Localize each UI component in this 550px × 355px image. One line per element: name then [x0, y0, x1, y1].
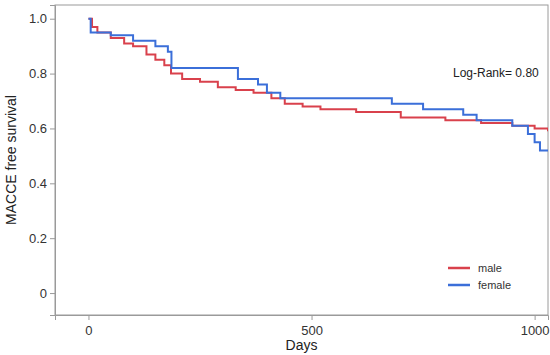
y-tick: 0.4 — [29, 176, 55, 191]
y-tick-mark — [50, 238, 55, 239]
x-tick: 0 — [85, 315, 92, 338]
legend-swatch — [448, 284, 470, 287]
x-tick-label: 500 — [301, 323, 323, 338]
annotation: Log-Rank= 0.80 — [453, 66, 539, 80]
x-tick-mark — [535, 315, 536, 320]
y-tick-mark — [50, 183, 55, 184]
legend-swatch — [448, 267, 470, 270]
legend-label: female — [478, 279, 511, 291]
y-tick-label: 0.4 — [29, 176, 47, 191]
y-tick: 0.8 — [29, 66, 55, 81]
y-tick: 0 — [40, 286, 55, 301]
survival-line — [88, 19, 548, 131]
y-tick: 0.2 — [29, 231, 55, 246]
legend-label: male — [478, 262, 502, 274]
y-tick-label: 0.2 — [29, 231, 47, 246]
x-tick: 1000 — [521, 315, 550, 338]
y-tick-label: 0 — [40, 286, 47, 301]
y-tick: 1.0 — [29, 11, 55, 26]
y-tick: 0.6 — [29, 121, 55, 136]
x-axis: 0 500 1000 — [56, 315, 550, 338]
y-axis-title: MACCE free survival — [3, 95, 19, 225]
x-axis-line — [56, 316, 549, 321]
survival-line — [88, 19, 548, 151]
y-axis: 0 0.2 0.4 0.6 0.8 1.0 — [29, 6, 56, 316]
y-tick-mark — [50, 19, 55, 20]
x-tick-label: 1000 — [521, 323, 550, 338]
legend: male female — [448, 262, 511, 291]
y-tick-mark — [50, 293, 55, 294]
y-tick-mark — [50, 128, 55, 129]
x-axis-title: Days — [286, 337, 318, 353]
y-tick-mark — [50, 74, 55, 75]
y-tick-label: 1.0 — [29, 11, 47, 26]
y-tick-label: 0.8 — [29, 66, 47, 81]
plot-area — [88, 19, 548, 151]
x-tick: 500 — [301, 315, 323, 338]
y-axis-line — [50, 6, 56, 316]
y-tick-label: 0.6 — [29, 121, 47, 136]
x-tick-mark — [312, 315, 313, 320]
x-tick-label: 0 — [85, 323, 92, 338]
plot-frame — [55, 5, 548, 315]
chart-svg: 0 500 1000 0 0.2 0.4 0.6 0.8 1.0 Days MACCE free s… — [0, 0, 550, 355]
x-tick-mark — [88, 315, 89, 320]
chart-container: 0 500 1000 0 0.2 0.4 0.6 0.8 1.0 Days MACCE free s… — [0, 0, 550, 355]
